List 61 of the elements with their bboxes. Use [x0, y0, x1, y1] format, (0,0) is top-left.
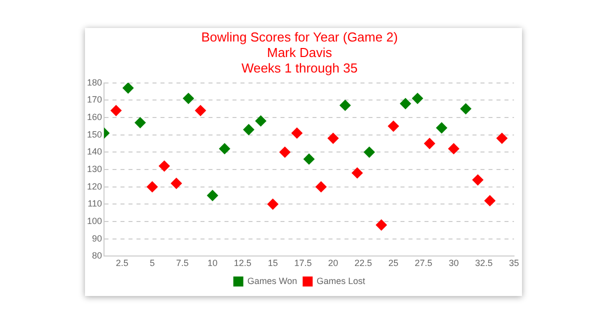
point: [388, 120, 399, 132]
point: [364, 146, 375, 158]
point: [424, 138, 436, 149]
point: [255, 115, 266, 126]
point: [146, 181, 158, 192]
point: [194, 105, 206, 116]
y-tick-label: 170: [86, 94, 102, 105]
y-tick-label: 80: [92, 250, 102, 261]
point: [376, 219, 387, 230]
x-tick-label: 7.5: [176, 258, 189, 268]
point: [316, 181, 327, 192]
x-tick-label: 35: [508, 258, 520, 268]
x-tick-label: 25: [388, 258, 398, 268]
point: [340, 100, 351, 111]
y-tick-label: 140: [86, 146, 102, 157]
point: [219, 143, 230, 154]
point: [460, 103, 472, 114]
point: [122, 82, 134, 94]
y-tick-label: 120: [86, 181, 102, 192]
point: [170, 178, 182, 189]
point: [484, 195, 496, 206]
x-tick-label: 30: [448, 258, 459, 268]
legend-label: Games Won: [247, 276, 298, 286]
point: [267, 198, 278, 210]
point: [207, 190, 218, 202]
x-tick-label: 2.5: [116, 258, 128, 268]
point: [110, 105, 122, 116]
y-tick-label: 100: [86, 216, 102, 226]
x-tick-label: 10: [208, 258, 218, 268]
point: [304, 154, 315, 165]
point: [279, 146, 290, 158]
point: [472, 174, 484, 186]
point: [412, 92, 424, 104]
x-tick-label: 12.5: [234, 258, 252, 268]
point: [158, 160, 170, 172]
x-tick-label: 17.5: [294, 258, 312, 268]
x-tick-label: 5: [150, 258, 155, 268]
x-tick-label: 32.5: [475, 258, 493, 268]
chart-title: Bowling Scores for Year (Game 2): [201, 29, 398, 44]
point: [243, 124, 254, 136]
point: [496, 132, 508, 144]
y-tick-label: 90: [92, 233, 102, 244]
chart-subtitle: Mark Davis Weeks 1 through 35: [241, 44, 358, 76]
legend-label: Games Lost: [316, 276, 366, 286]
point: [134, 117, 146, 128]
point: [436, 122, 448, 134]
point: [328, 132, 339, 144]
y-tick-label: 130: [86, 164, 102, 174]
point: [291, 128, 302, 139]
point: [182, 92, 194, 104]
x-tick-label: 15: [268, 258, 278, 268]
y-tick-label: 160: [86, 112, 102, 122]
x-tick-label: 20: [328, 258, 338, 268]
x-tick-label: 22.5: [354, 258, 372, 268]
point: [448, 143, 460, 154]
y-tick-label: 150: [86, 129, 102, 140]
x-tick-label: 27.5: [414, 258, 432, 268]
point: [400, 98, 411, 110]
y-tick-label: 180: [86, 77, 102, 88]
y-tick-label: 110: [88, 198, 102, 209]
point: [352, 167, 363, 178]
